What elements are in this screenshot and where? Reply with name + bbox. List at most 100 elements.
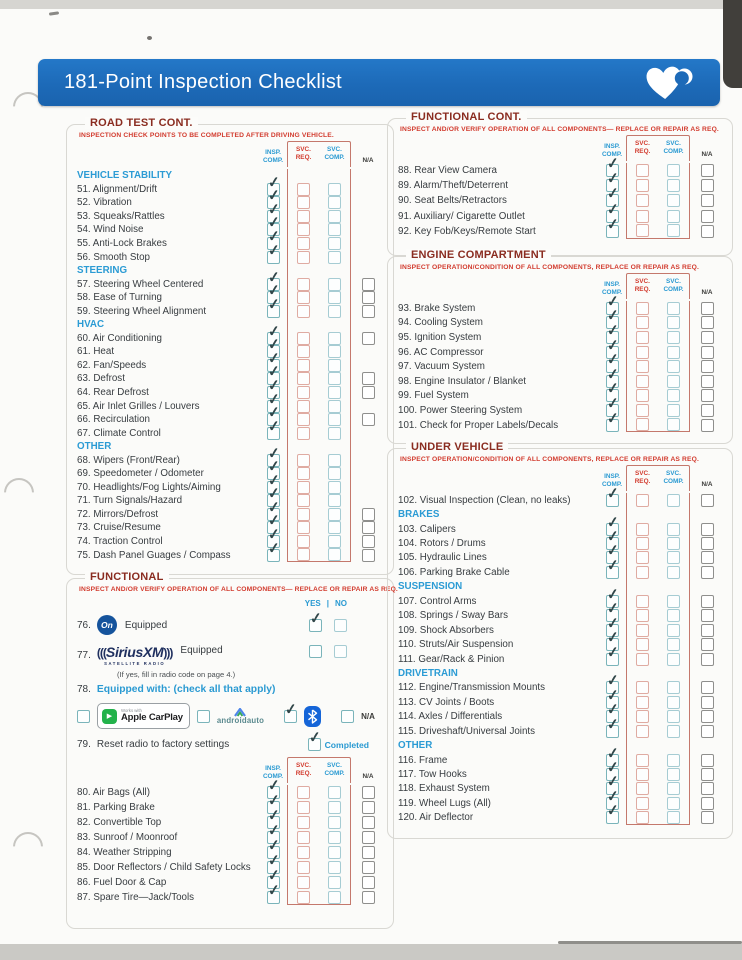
checklist-row: 94. Cooling System ✓ [398, 308, 724, 331]
insp-comp-checkbox: ✓ [605, 687, 619, 709]
svc-req-cell [627, 179, 658, 193]
item-label: 55. Anti-Lock Brakes [77, 238, 167, 249]
svc-req-cell [288, 277, 319, 291]
scan-top-margin [0, 0, 742, 9]
insp-comp-checkbox: ✓ [605, 308, 619, 330]
svc-comp-checkbox [667, 316, 680, 330]
apple-carplay-badge: ▶ Works with Apple CarPlay [97, 703, 190, 730]
row-reset-radio: 79. Reset radio to factory settings ✓ Co… [77, 730, 383, 752]
svc-comp-checkbox [328, 386, 341, 400]
svc-columns-frame [626, 709, 690, 724]
column-header: INSP. COMP. [262, 149, 284, 164]
svc-columns-frame [287, 412, 351, 427]
svc-comp-checkbox [328, 861, 341, 875]
insp-comp-cell: ✓ [598, 293, 626, 315]
checklist-row: 98. Engine Insulator / Blanket ✓ [398, 366, 724, 389]
insp-comp-checkbox: ✓ [605, 630, 619, 652]
svc-columns-frame [287, 304, 351, 319]
section-under-vehicle: UNDER VEHICLE INSPECT OPERATION/CONDITIO… [387, 441, 733, 839]
svc-comp-checkbox [667, 345, 680, 359]
column-header-row: INSP. COMP. SVC. REQ. SVC. COMP. N/A [398, 465, 724, 491]
na-checkbox [700, 811, 714, 825]
na-checkbox [700, 179, 714, 193]
insp-comp-checkbox: ✓ [266, 459, 280, 481]
insp-comp-cell: ✓ [598, 788, 626, 810]
no-checkbox [334, 645, 347, 658]
insp-comp-checkbox: ✓ [605, 557, 619, 579]
svc-req-checkbox [297, 237, 310, 250]
item-label: 100. Power Steering System [398, 404, 523, 416]
item-label: 109. Shock Absorbers [398, 624, 494, 636]
svc-columns-frame [287, 209, 351, 224]
checklist-row: 89. Alarm/Theft/Deterrent ✓ [398, 171, 724, 194]
svc-columns-frame [626, 521, 690, 537]
svc-comp-cell [658, 345, 689, 359]
scan-smudge [147, 36, 152, 40]
svc-comp-cell [319, 331, 350, 345]
na-checkbox [700, 164, 714, 178]
svc-req-checkbox [636, 301, 649, 315]
svc-columns-frame [287, 169, 351, 183]
insp-comp-cell: ✓ [259, 418, 287, 440]
insp-comp-checkbox: ✓ [605, 601, 619, 623]
svc-req-cell [627, 301, 658, 315]
svc-req-checkbox [636, 360, 649, 374]
no-checkbox [334, 618, 347, 632]
na-cell [690, 652, 724, 666]
na-cell [690, 623, 724, 637]
item-label: 59. Steering Wheel Alignment [77, 305, 207, 317]
item-label: 71. Turn Signals/Hazard [77, 495, 183, 507]
na-checkbox [700, 782, 714, 796]
na-cell [690, 374, 724, 388]
insp-comp-checkbox: ✓ [605, 322, 619, 344]
na-checkbox [700, 681, 714, 695]
na-cell [690, 782, 724, 796]
item-label: 58. Ease of Turning [77, 292, 162, 304]
checklist-row: 60. Air Conditioning ✓ [77, 323, 385, 346]
svc-comp-checkbox [328, 237, 341, 250]
insp-comp-checkbox: ✓ [605, 395, 619, 417]
svc-req-cell [288, 250, 319, 264]
svc-columns-frame [287, 399, 351, 413]
svc-req-checkbox [636, 194, 649, 208]
row-onstar: 76. On Equipped ✓ [77, 610, 383, 635]
svc-comp-cell [658, 194, 689, 208]
column-header: SVC. REQ. [634, 139, 651, 155]
insp-comp-cell: ✓ [598, 186, 626, 208]
svc-comp-checkbox [328, 399, 341, 413]
svc-comp-checkbox [667, 301, 680, 315]
svc-comp-cell [658, 638, 689, 652]
na-cell [690, 594, 724, 608]
na-checkbox [700, 224, 714, 238]
svc-columns-frame [287, 875, 351, 891]
item-number: 76. [77, 619, 91, 631]
na-checkbox [700, 710, 714, 724]
na-cell [351, 521, 385, 535]
svc-columns-frame [287, 426, 351, 440]
svc-comp-checkbox [667, 796, 680, 810]
insp-comp-checkbox: ✓ [605, 156, 619, 178]
checklist-row: 116. Frame ✓ [398, 745, 724, 768]
svc-comp-checkbox [667, 330, 680, 344]
column-header: N/A [701, 289, 713, 296]
subsection-label: DRIVETRAIN [398, 667, 458, 679]
insp-comp-cell: ✓ [598, 557, 626, 579]
svc-columns-frame [626, 579, 690, 595]
siriusxm-arcs: ))) [163, 646, 173, 660]
svc-req-cell [288, 786, 319, 800]
checklist-row: 99. Fuel System ✓ [398, 381, 724, 404]
svc-comp-cell [658, 796, 689, 810]
carplay-checkbox [77, 709, 90, 723]
checkmark-icon: ✓ [307, 729, 322, 747]
svc-req-checkbox [636, 565, 649, 579]
item-label: 91. Auxiliary/ Cigarette Outlet [398, 210, 525, 222]
na-cell [351, 846, 385, 860]
svc-req-checkbox [636, 724, 649, 738]
na-checkbox [361, 831, 375, 845]
column-header: INSP. COMP. [262, 765, 284, 781]
svc-comp-checkbox [328, 182, 341, 196]
insp-comp-cell: ✓ [598, 395, 626, 417]
svc-columns-frame [287, 467, 351, 481]
android-auto-logo: androidauto [217, 707, 264, 725]
insp-comp-checkbox: ✓ [605, 366, 619, 388]
